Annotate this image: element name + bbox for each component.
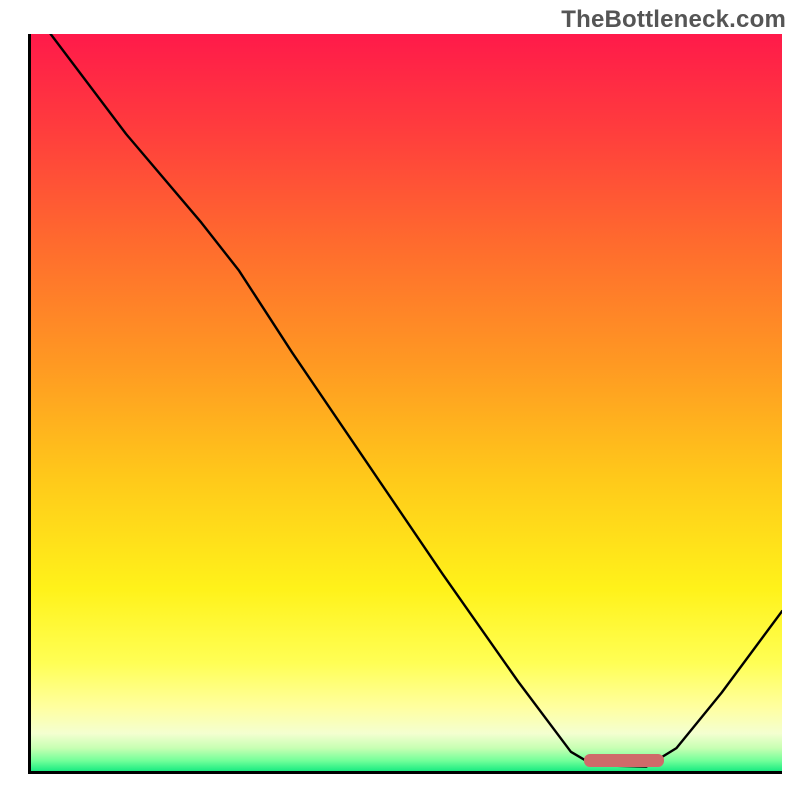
chart-container: TheBottleneck.com xyxy=(0,0,800,800)
optimal-range-marker xyxy=(584,754,664,767)
watermark-text: TheBottleneck.com xyxy=(561,6,786,34)
x-axis xyxy=(28,771,782,774)
plot-area xyxy=(28,34,782,774)
y-axis xyxy=(28,34,31,774)
gradient-background xyxy=(28,34,782,774)
